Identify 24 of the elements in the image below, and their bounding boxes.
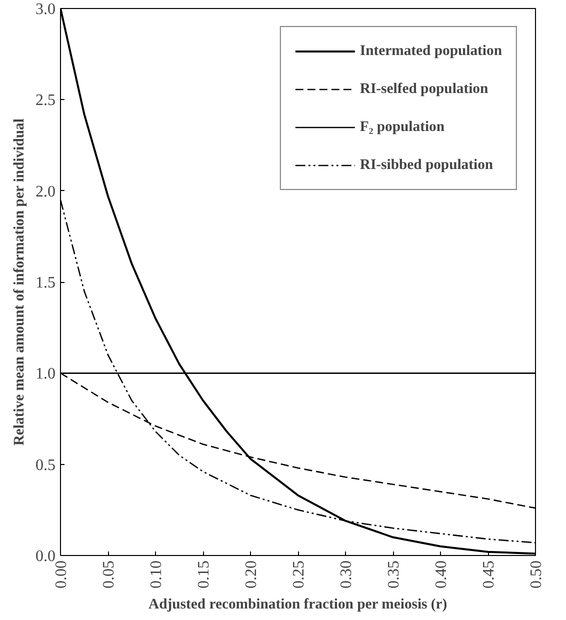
x-axis-title: Adjusted recombination fraction per meiosis (r) xyxy=(148,596,448,612)
y-tick-label: 1.0 xyxy=(36,366,56,383)
x-tick-label: 0.00 xyxy=(53,560,70,588)
x-tick-label: 0.50 xyxy=(528,560,545,588)
x-tick-label: 0.05 xyxy=(100,560,118,588)
legend-label: F₂ population xyxy=(360,118,445,136)
x-tick-label: 0.20 xyxy=(243,560,260,588)
y-tick-label: 3.0 xyxy=(36,1,56,18)
y-axis-title: Relative mean amount of information per individual xyxy=(12,118,28,446)
x-tick-label: 0.10 xyxy=(148,560,165,588)
legend-label: Intermated population xyxy=(360,42,502,60)
x-tick-label: 0.30 xyxy=(338,560,355,588)
y-tick-label: 0.0 xyxy=(36,548,56,565)
x-tick-label: 0.25 xyxy=(290,560,308,588)
x-tick-label: 0.35 xyxy=(386,560,402,588)
legend-label: RI-sibbed population xyxy=(360,156,494,174)
x-tick-label: 0.45 xyxy=(480,560,498,588)
legend-label: RI-selfed population xyxy=(360,80,488,98)
x-tick-label: 0.40 xyxy=(433,560,450,588)
y-tick-label: 2.0 xyxy=(36,183,56,200)
y-tick-label: 2.5 xyxy=(36,92,56,110)
y-tick-label: 1.5 xyxy=(36,274,56,292)
x-tick-label: 0.15 xyxy=(196,560,212,588)
y-tick-label: 0.5 xyxy=(36,456,56,474)
